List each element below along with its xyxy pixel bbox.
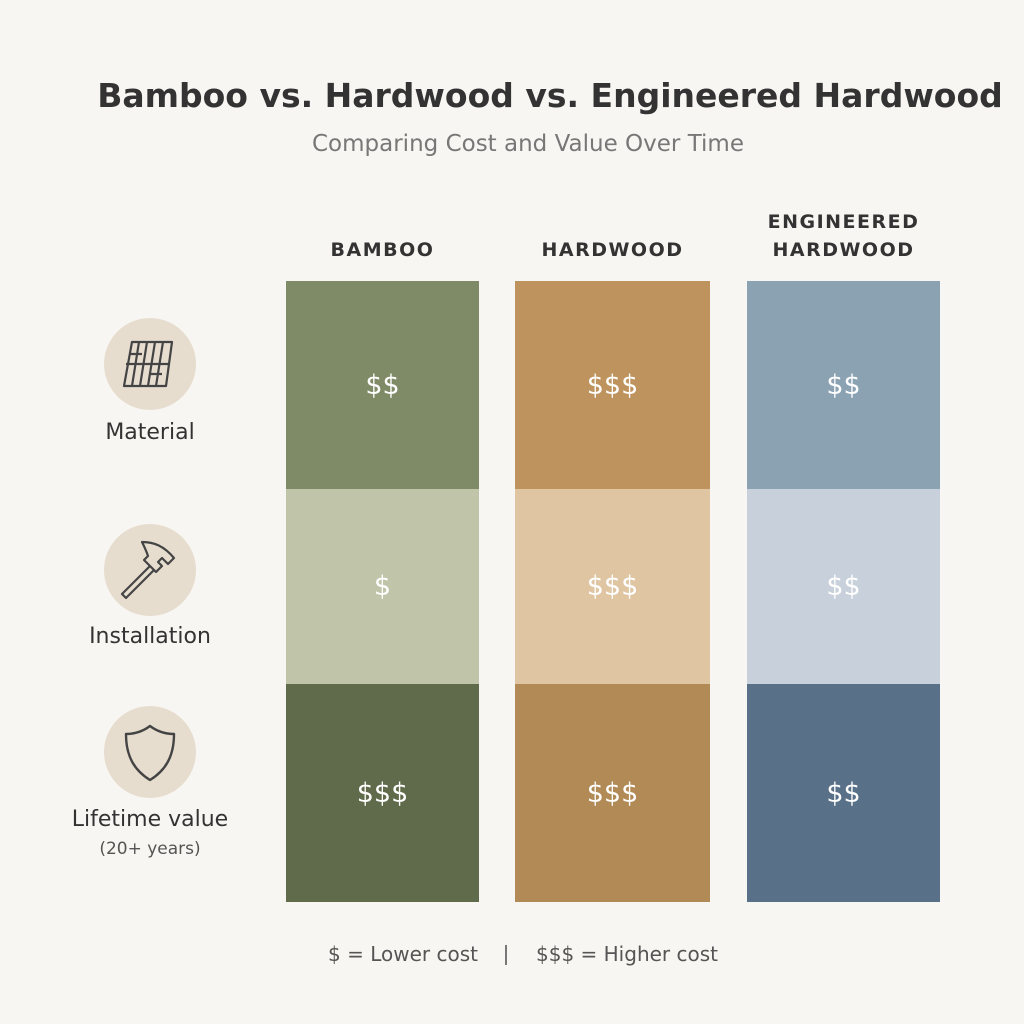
row-label: Lifetime value (71, 807, 229, 832)
column-header: ENGINEERED HARDWOOD (767, 211, 920, 261)
legend-item: $$$ = Higher cost (536, 942, 718, 966)
column-header: HARDWOOD (541, 239, 684, 261)
title: Bamboo vs. Hardwood vs. Engineered Hardw… (97, 76, 1003, 115)
cost-cell: $$ (286, 281, 479, 489)
material-icon (104, 318, 196, 410)
cost-cell: $$ (747, 281, 940, 489)
row-label: Installation (89, 624, 211, 649)
cost-cell: $$$ (515, 281, 710, 489)
subtitle: Comparing Cost and Value Over Time (312, 131, 744, 157)
cost-cell: $$ (747, 489, 940, 684)
column-header: BAMBOO (330, 239, 435, 261)
cost-cell: $$$ (515, 489, 710, 684)
row-sublabel: (20+ years) (99, 839, 201, 859)
cost-cell: $$$ (515, 684, 710, 902)
legend-item: $ = Lower cost (328, 942, 478, 966)
lifetime-icon (104, 706, 196, 798)
row-label: Material (105, 420, 195, 445)
legend-separator (505, 945, 507, 965)
cost-cell: $$$ (286, 684, 479, 902)
cost-cell: $ (286, 489, 479, 684)
installation-icon (104, 524, 196, 616)
cost-cell: $$ (747, 684, 940, 902)
